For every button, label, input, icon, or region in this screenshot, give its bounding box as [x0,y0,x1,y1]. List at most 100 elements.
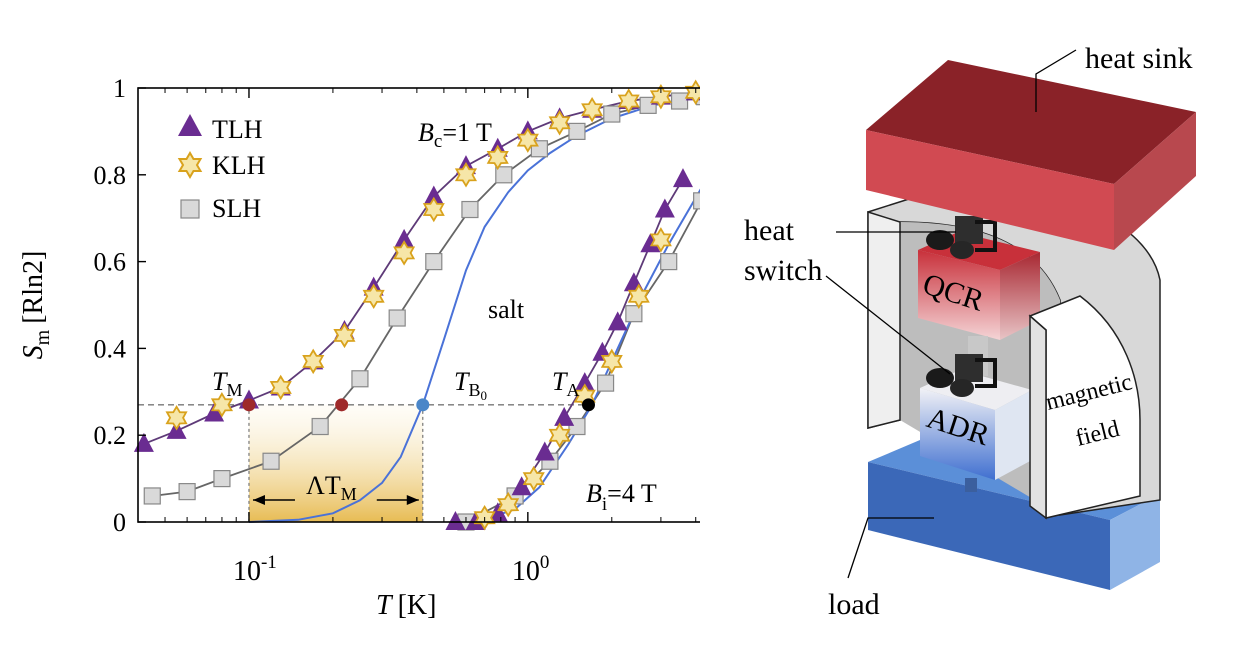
slh-point [660,253,678,271]
slh-point [213,470,231,488]
plot-frame [137,87,700,523]
delta-arrowhead-right [406,495,419,505]
magnet-front [1028,295,1141,520]
y-axis-label: Sm[Rln2] [18,251,54,360]
klh-point [497,491,520,518]
klh-point [516,127,539,153]
entropy-chart: 0 0.2 0.4 0.6 0.8 1 10-1 100 TLH KLH SLH Bc=1 T… [18,74,700,621]
klh-point [684,79,700,106]
tb0-dot [416,398,430,412]
heat-sink-leader [1035,49,1077,112]
tlh-point [511,476,532,496]
klh-point [362,283,385,310]
ta-dot [581,398,595,412]
klh-point [649,227,672,253]
x-tick-label: 100 [512,552,550,587]
klh-point [422,196,445,223]
heat-label: heat [744,214,795,247]
legend: TLH KLH SLH [177,114,266,223]
y-tick-label: 0.8 [94,161,127,190]
tlh-point [133,432,154,452]
salt-label: salt [488,295,525,324]
klh-point [581,96,604,123]
tlh-point [574,372,595,392]
klh-point [617,88,640,114]
tlh-point [672,168,693,188]
tb0-label: TB0 [454,367,487,403]
klh-point [486,144,509,171]
klh-point [522,465,545,492]
refrigerator-schematic: heat sink heat switch QCR ADR magnetic f… [744,42,1196,621]
tlh-point [640,233,661,253]
y-tick-label: 1 [113,74,126,103]
legend-label-klh: KLH [212,151,266,180]
klh-point [302,348,325,375]
slh-point [568,122,586,141]
klh-point [627,283,650,310]
klh-point [165,405,188,431]
slh-point [311,417,329,436]
slh-point [670,92,689,110]
klh-point [548,109,571,136]
tm-label: TM [212,367,242,400]
slh-point [351,370,369,388]
ta-label: TA [552,367,579,400]
slh-point [596,374,615,392]
heat-sink-label: heat sink [1085,42,1192,75]
slh-point [568,417,586,436]
load-leader [847,517,934,579]
load-label: load [828,588,880,621]
delta-tm-shade [248,404,423,522]
heat-switch-leader-bottom [825,275,951,375]
legend-label-slh: SLH [212,194,261,223]
tlh-point [534,441,555,461]
bc-annotation: Bc=1 T [418,118,492,152]
slh-point [495,166,513,184]
slh-point [425,253,443,271]
tlh-line-1 [455,178,684,523]
slh-point [388,309,406,327]
legend-marker-klh [177,151,203,179]
klh-point [393,240,416,266]
klh-point [600,348,623,375]
y-tick-label: 0 [113,508,126,537]
legend-marker-tlh [178,114,202,136]
y-tick-label: 0.2 [94,421,127,450]
klh-point [210,392,234,418]
legend-marker-slh [180,199,200,219]
tlh-point [554,406,575,426]
slh-point [603,105,621,123]
slh-point [625,305,643,323]
y-tick-label: 0.4 [94,334,127,363]
tlh-point [445,511,466,530]
slh-line-1 [465,201,700,523]
klh-point [548,422,571,448]
slh-point [693,192,700,210]
heat-sink-plate [866,60,1196,250]
tlh-point [394,228,415,248]
tm-dot [242,398,256,412]
x-tick-label: 10-1 [233,552,277,587]
legend-label-tlh: TLH [212,115,263,144]
slh-point [461,200,479,219]
heat-switch-top [926,216,997,259]
x-axis-label: T [K] [376,590,436,621]
y-tick-label: 0.6 [94,248,127,277]
bi-annotation: Bi=4 T [586,479,657,515]
tm-dot-slh [335,398,349,412]
tlh-point [607,311,628,331]
klh-point [269,374,292,401]
tlh-point [204,402,225,422]
salt-line [248,95,700,523]
slh-point [143,487,161,505]
dtm-label: ΛTM [306,471,357,504]
klh-point [649,83,672,110]
tlh-point [423,185,444,205]
slh-point [262,452,280,470]
klh-point [333,322,356,349]
klh-point [454,162,478,188]
heat-switch-bottom [926,354,997,397]
tlh-point [654,198,675,218]
switch-label: switch [744,254,822,287]
delta-arrowhead-left [252,495,265,505]
